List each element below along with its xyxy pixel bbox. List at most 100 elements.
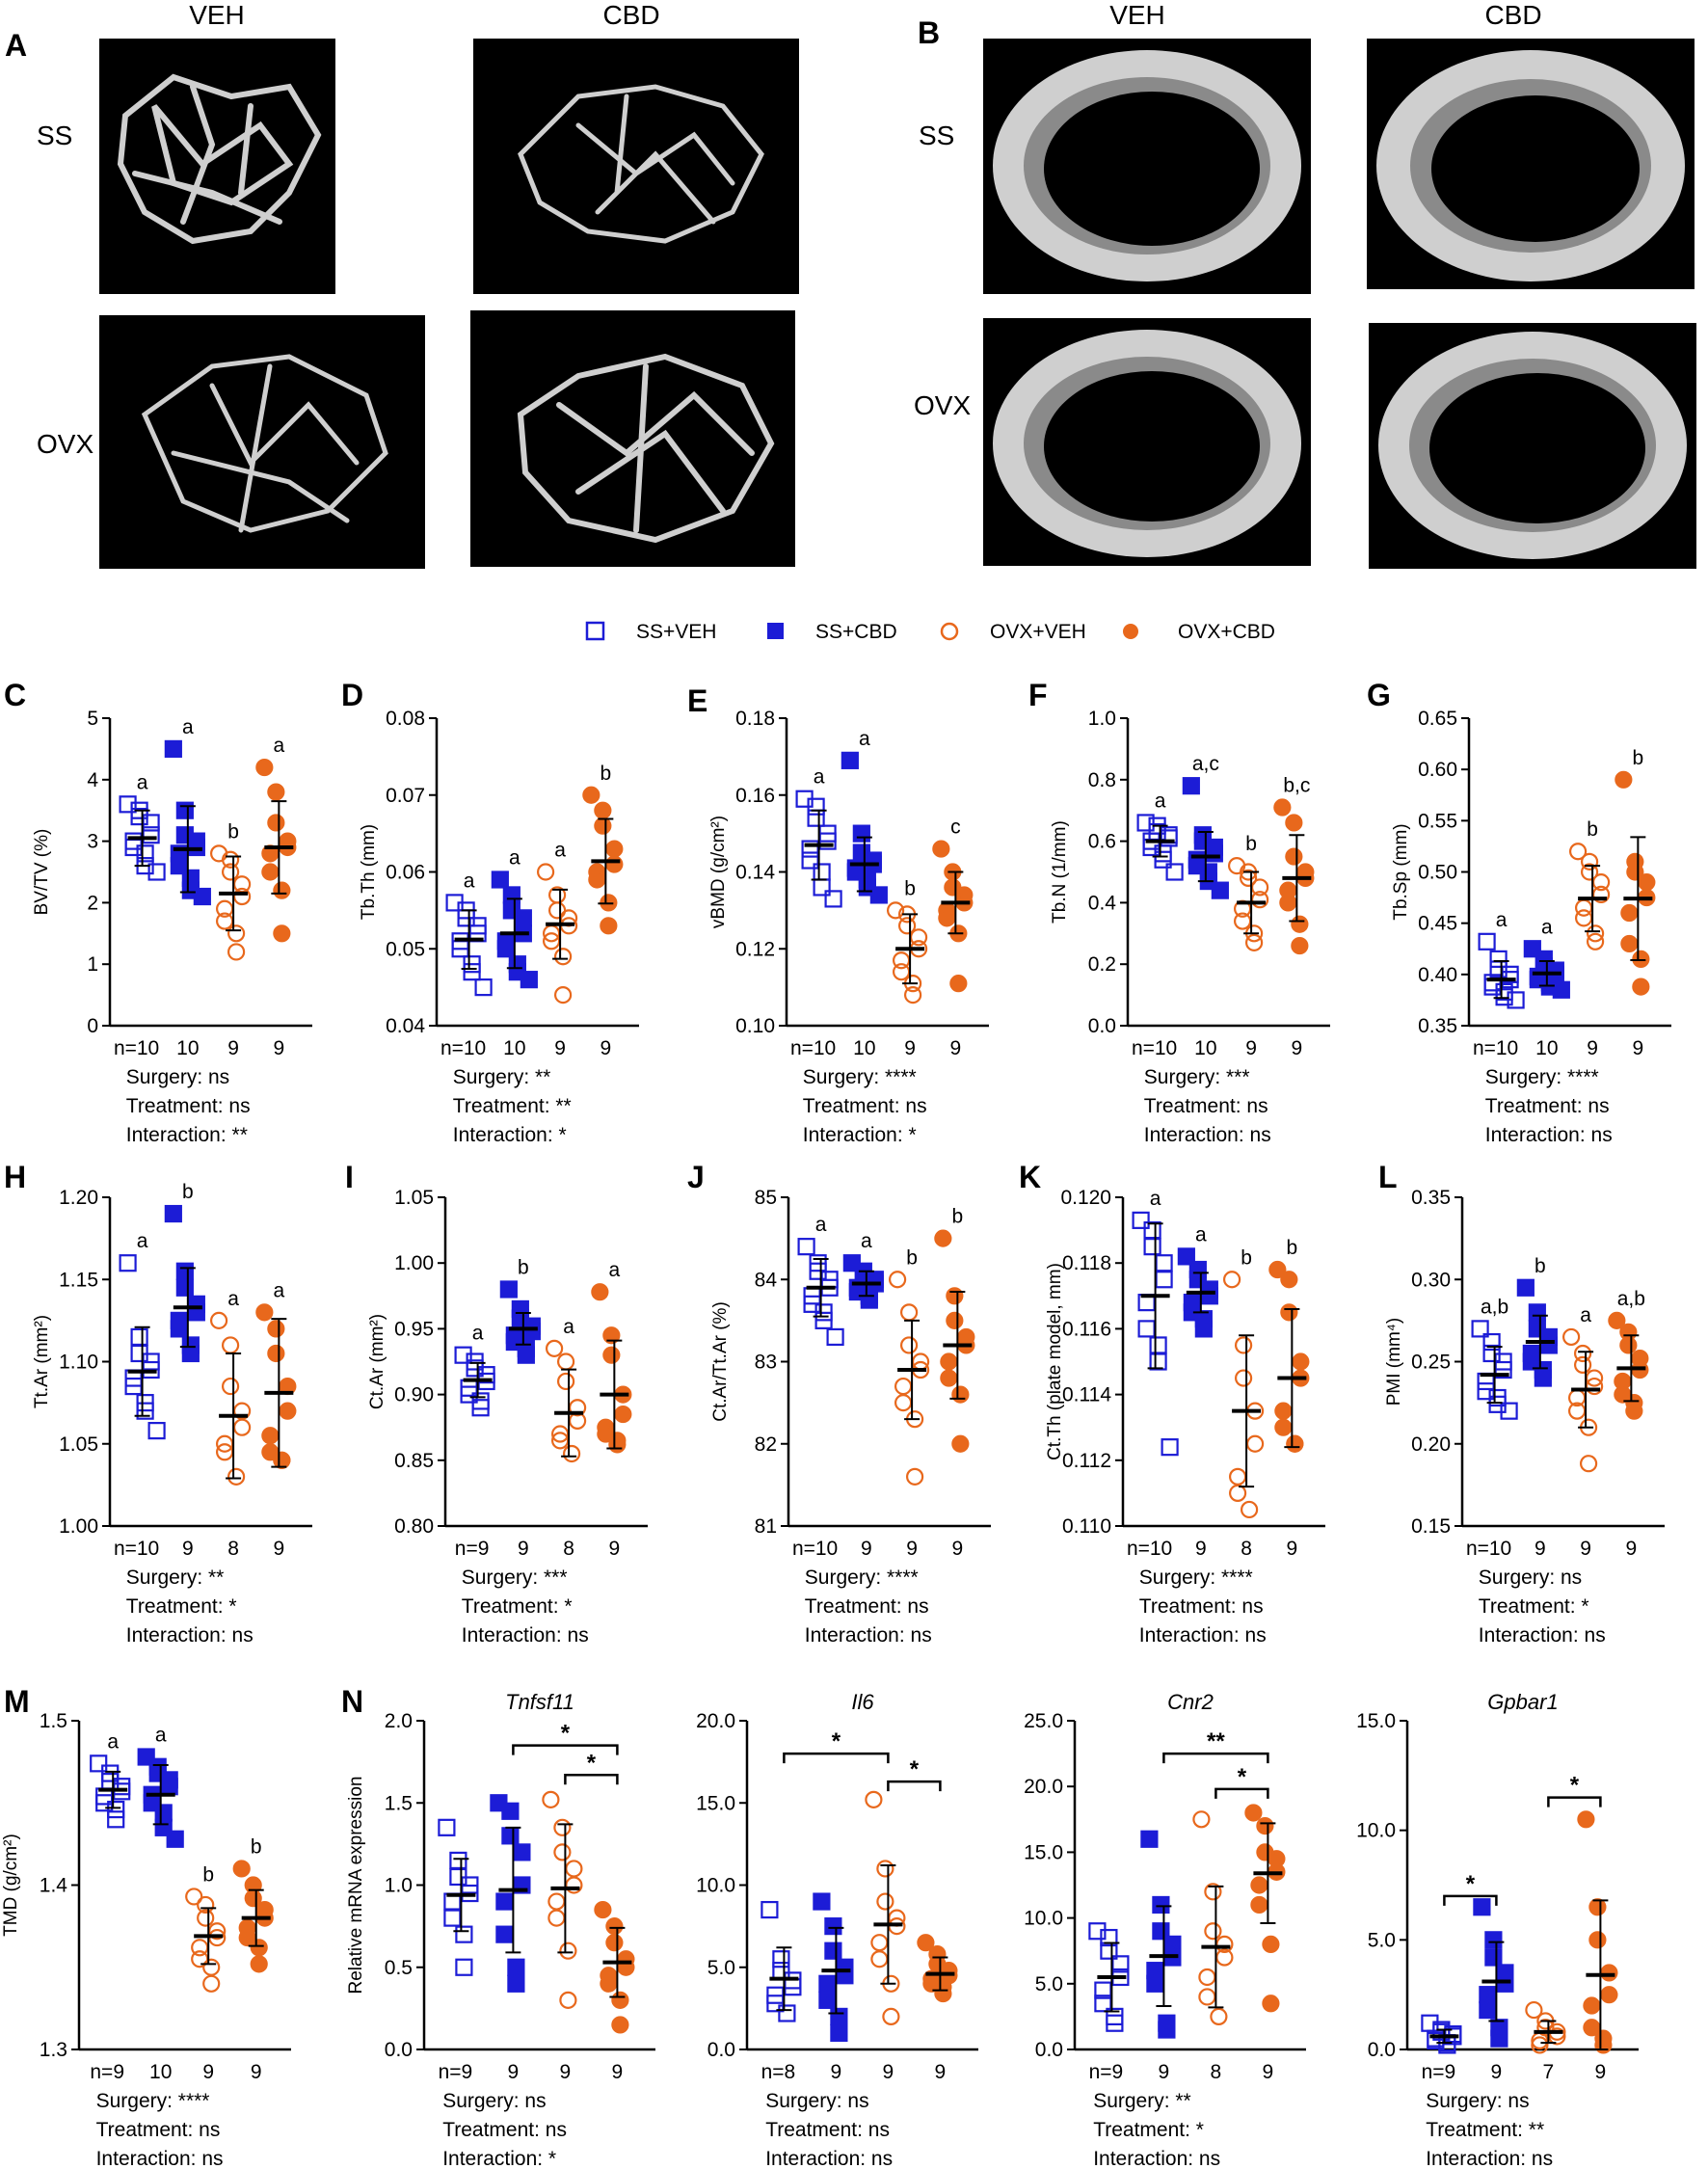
stats-line: Treatment: ns [1485, 1095, 1610, 1117]
data-point [807, 797, 825, 816]
data-point [1496, 1974, 1514, 1993]
data-point [250, 1939, 268, 1957]
data-point [1256, 1817, 1274, 1835]
significance-bracket [887, 1780, 942, 1792]
stats-line: Treatment: * [1479, 1595, 1589, 1618]
data-point [267, 814, 285, 832]
legend-label-ss-veh: SS+VEH [636, 621, 716, 643]
data-point [517, 1346, 535, 1364]
data-point [553, 948, 573, 966]
y-axis-label: vBMD (g/cm²) [708, 816, 729, 928]
data-point [279, 1402, 297, 1420]
chart-h: 1.00 1.05 1.10 1.15 1.20 Tt.Ar (mm²) a n=10 b 9 a 8… [32, 1181, 312, 1647]
significance-letter: b [518, 1256, 529, 1278]
data-point [1177, 1247, 1195, 1266]
y-tick-label: 0.14 [735, 862, 775, 884]
data-point [130, 807, 148, 826]
panel-letter-k: K [1019, 1160, 1041, 1194]
significance-letter: a [1496, 909, 1508, 931]
significance-letter: a [227, 1288, 239, 1310]
panel-letter-h: H [4, 1160, 26, 1194]
data-point [605, 855, 624, 873]
y-axis-label: PMI (mm⁴) [1384, 1318, 1404, 1406]
data-point [175, 1278, 194, 1297]
data-point [202, 1974, 221, 1993]
data-point [1525, 2000, 1543, 2020]
data-point [946, 1311, 964, 1329]
n-label: 9 [227, 1037, 239, 1059]
panel-b: B VEH CBD SS OVX [914, 0, 1696, 569]
data-point [1619, 1336, 1638, 1354]
data-point [250, 1955, 268, 1973]
data-point [897, 917, 917, 935]
data-point [1625, 1402, 1643, 1420]
data-point [542, 1790, 560, 1808]
data-point [556, 1372, 575, 1391]
data-point [886, 901, 905, 920]
stats-line: Treatment: ns [442, 2119, 567, 2141]
y-tick-label: 81 [755, 1515, 777, 1538]
significance-bracket [783, 1752, 890, 1764]
y-tick-label: 0.0 [1368, 2039, 1396, 2061]
data-point [949, 975, 968, 993]
data-point [818, 1974, 837, 1993]
panel-letter-i: I [345, 1160, 354, 1194]
data-point [1638, 873, 1656, 892]
data-point [1152, 1895, 1170, 1915]
y-tick-label: 1.05 [59, 1433, 98, 1456]
stats-line: Surgery: ns [1479, 1566, 1582, 1589]
stats-line: Interaction: ns [1144, 1124, 1271, 1146]
significance-star: * [1570, 1773, 1580, 1799]
data-point [520, 971, 538, 989]
y-tick-label: 0.12 [735, 938, 775, 960]
data-point [940, 1352, 958, 1371]
y-tick-label: 1.3 [40, 2039, 67, 2061]
data-point [905, 1467, 924, 1486]
chart-c: 0 1 2 3 4 5 BV/TV (%) a n=10 a 10 b 9 a 9 Surgery: ns Tr… [32, 708, 312, 1146]
y-tick-label: 0.35 [1418, 1015, 1457, 1037]
n-label: 9 [554, 1037, 566, 1059]
data-point [466, 1359, 484, 1378]
data-point [1479, 1986, 1497, 2004]
data-point [1620, 934, 1639, 953]
y-tick-label: 3 [87, 831, 98, 853]
y-tick-label: 1.05 [394, 1187, 434, 1209]
y-tick-label: 15.0 [696, 1792, 735, 1814]
stats-line: Treatment: ns [96, 2119, 221, 2141]
data-point [119, 795, 137, 814]
data-point [502, 886, 520, 904]
n-label: n=9 [1089, 2061, 1124, 2083]
stats-line: Interaction: ns [1426, 2148, 1553, 2169]
data-point [227, 924, 246, 943]
data-point [147, 1422, 166, 1440]
n-label: 9 [904, 1037, 916, 1059]
y-tick-label: 10.0 [696, 1875, 735, 1897]
significance-letter: a [1150, 1188, 1161, 1210]
data-point [888, 1271, 907, 1289]
n-label: n=10 [1466, 1538, 1511, 1560]
data-point [865, 1790, 883, 1808]
legend-marker-ss-cbd [767, 623, 784, 639]
data-point [1632, 977, 1650, 996]
stats-line: Treatment: * [462, 1595, 573, 1618]
data-point [1262, 1995, 1280, 2013]
stats-line: Interaction: * [442, 2148, 556, 2169]
cortical-image-ovx-cbd [1369, 323, 1696, 569]
stats-line: Interaction: ns [765, 2148, 893, 2169]
data-point [1244, 1804, 1263, 1822]
data-point [514, 909, 532, 927]
panel-a-row-ss: SS [37, 120, 72, 150]
stats-line: Interaction: ns [1479, 1624, 1606, 1647]
chart-subtitle: Tnfsf11 [505, 1690, 574, 1714]
y-tick-label: 10.0 [1356, 1820, 1396, 1842]
panel-letter-b: B [918, 15, 940, 50]
legend-label-ss-cbd: SS+CBD [815, 621, 897, 643]
data-point [495, 1892, 514, 1911]
y-tick-label: 0.0 [707, 2039, 735, 2061]
data-point [1479, 2000, 1497, 2020]
legend-label-ovx-veh: OVX+VEH [990, 621, 1086, 643]
significance-letter: b [1587, 818, 1598, 841]
data-point [611, 1991, 629, 2009]
n-label: 9 [1159, 2061, 1170, 2083]
n-label: n=10 [114, 1037, 159, 1059]
